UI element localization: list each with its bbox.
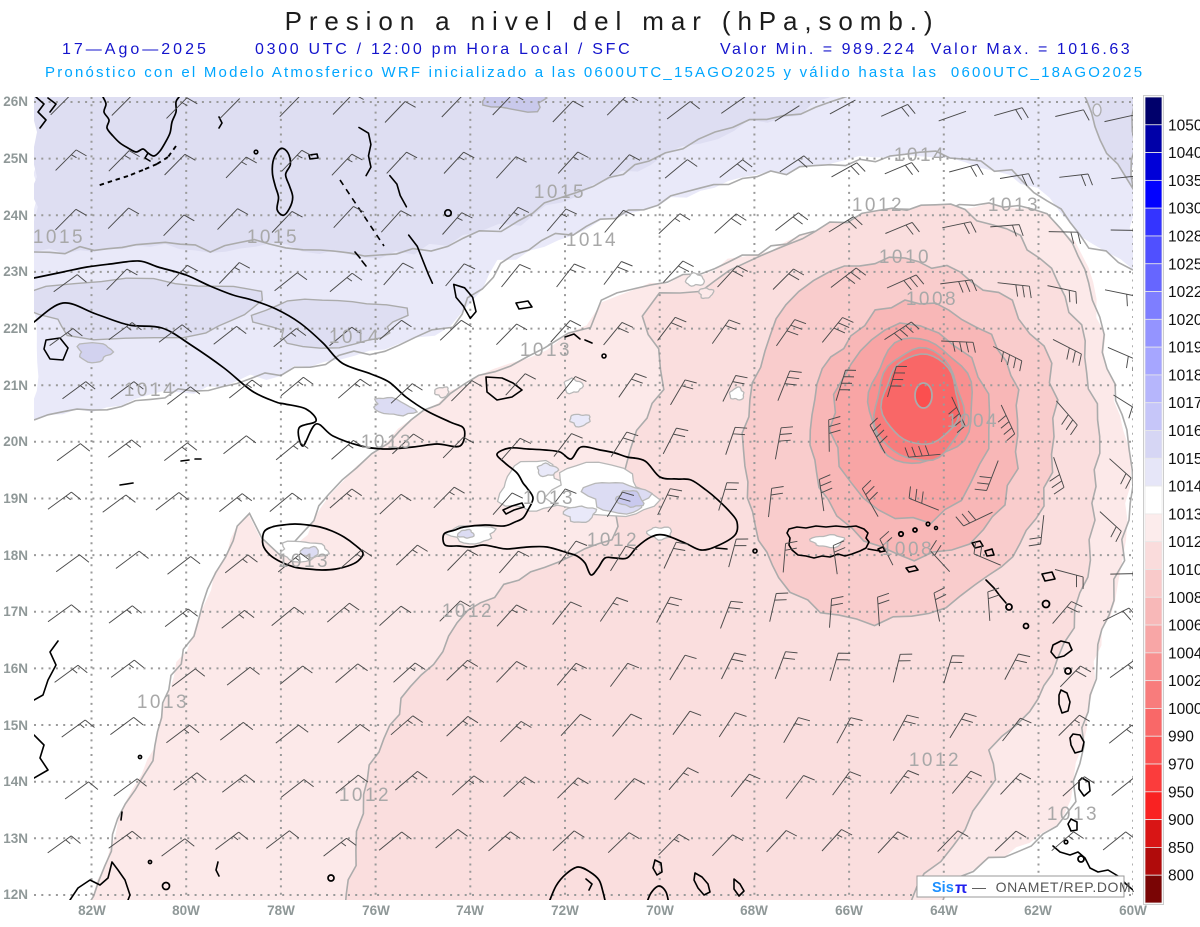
svg-text:1012: 1012 — [1168, 534, 1200, 551]
svg-text:25N: 25N — [3, 151, 28, 166]
svg-text:970: 970 — [1168, 757, 1194, 774]
svg-text:1014: 1014 — [566, 230, 618, 251]
svg-text:26N: 26N — [3, 94, 28, 109]
svg-text:68W: 68W — [740, 903, 768, 918]
svg-text:1018: 1018 — [1168, 367, 1200, 384]
svg-text:1013: 1013 — [988, 195, 1040, 216]
svg-text:1030: 1030 — [1168, 201, 1200, 218]
svg-text:1014: 1014 — [1168, 479, 1200, 496]
svg-text:950: 950 — [1168, 784, 1194, 801]
svg-text:18N: 18N — [3, 548, 28, 563]
svg-text:990: 990 — [1168, 729, 1194, 746]
svg-text:850: 850 — [1168, 840, 1194, 857]
svg-text:900: 900 — [1168, 812, 1194, 829]
svg-text:14N: 14N — [3, 774, 28, 789]
svg-text:82W: 82W — [78, 903, 106, 918]
svg-text:1015: 1015 — [33, 227, 85, 248]
svg-text:1000: 1000 — [1168, 701, 1200, 718]
svg-text:76W: 76W — [362, 903, 390, 918]
svg-text:1040: 1040 — [1168, 145, 1200, 162]
svg-text:1013: 1013 — [1047, 804, 1099, 825]
svg-text:72W: 72W — [551, 903, 579, 918]
svg-text:20N: 20N — [3, 434, 28, 449]
svg-text:60W: 60W — [1119, 903, 1147, 918]
svg-text:17N: 17N — [3, 604, 28, 619]
svg-text:19N: 19N — [3, 491, 28, 506]
svg-text:1002: 1002 — [1168, 673, 1200, 690]
svg-text:1028: 1028 — [1168, 229, 1200, 246]
svg-text:16N: 16N — [3, 661, 28, 676]
svg-text:1013: 1013 — [137, 692, 189, 713]
svg-text:— ONAMET/REP.DOM.: — ONAMET/REP.DOM. — [972, 879, 1136, 895]
svg-text:80W: 80W — [172, 903, 200, 918]
svg-text:1019: 1019 — [1168, 340, 1200, 357]
svg-text:1013: 1013 — [1168, 506, 1200, 523]
svg-text:π: π — [955, 880, 967, 897]
svg-text:1010: 1010 — [1168, 562, 1200, 579]
svg-text:1008: 1008 — [906, 289, 958, 310]
svg-text:1017: 1017 — [1168, 395, 1200, 412]
svg-text:78W: 78W — [267, 903, 295, 918]
svg-text:1035: 1035 — [1168, 173, 1200, 190]
svg-text:1025: 1025 — [1168, 256, 1200, 273]
svg-text:70W: 70W — [646, 903, 674, 918]
svg-text:1008: 1008 — [882, 539, 934, 560]
svg-text:13N: 13N — [3, 831, 28, 846]
svg-text:1012: 1012 — [909, 750, 961, 771]
svg-text:Sis: Sis — [932, 880, 954, 896]
svg-text:21N: 21N — [3, 378, 28, 393]
svg-text:1004: 1004 — [947, 411, 999, 432]
svg-text:1012: 1012 — [339, 785, 391, 806]
svg-text:23N: 23N — [3, 264, 28, 279]
svg-text:62W: 62W — [1024, 903, 1052, 918]
svg-text:1012: 1012 — [852, 195, 904, 216]
svg-text:1015: 1015 — [247, 227, 299, 248]
svg-text:1022: 1022 — [1168, 284, 1200, 301]
svg-text:800: 800 — [1168, 868, 1194, 885]
svg-text:1004: 1004 — [1168, 645, 1200, 662]
svg-text:64W: 64W — [930, 903, 958, 918]
svg-text:74W: 74W — [456, 903, 484, 918]
svg-text:1013: 1013 — [278, 551, 330, 572]
svg-text:1012: 1012 — [587, 530, 639, 551]
svg-text:1014: 1014 — [329, 327, 381, 348]
svg-text:1006: 1006 — [1168, 618, 1200, 635]
svg-text:1013: 1013 — [361, 432, 413, 453]
svg-text:1015: 1015 — [534, 182, 586, 203]
svg-text:1010: 1010 — [879, 247, 931, 268]
svg-text:22N: 22N — [3, 321, 28, 336]
svg-text:1013: 1013 — [520, 340, 572, 361]
svg-text:1015: 1015 — [1168, 451, 1200, 468]
svg-text:15N: 15N — [3, 718, 28, 733]
svg-text:1050: 1050 — [1168, 117, 1200, 134]
svg-text:12N: 12N — [3, 887, 28, 902]
svg-text:1016: 1016 — [1168, 423, 1200, 440]
svg-text:24N: 24N — [3, 208, 28, 223]
svg-text:66W: 66W — [835, 903, 863, 918]
svg-text:1013: 1013 — [523, 488, 575, 509]
svg-text:1020: 1020 — [1168, 312, 1200, 329]
svg-text:1012: 1012 — [442, 601, 494, 622]
svg-text:1014: 1014 — [124, 380, 176, 401]
svg-text:1008: 1008 — [1168, 590, 1200, 607]
svg-text:1014: 1014 — [894, 145, 946, 166]
